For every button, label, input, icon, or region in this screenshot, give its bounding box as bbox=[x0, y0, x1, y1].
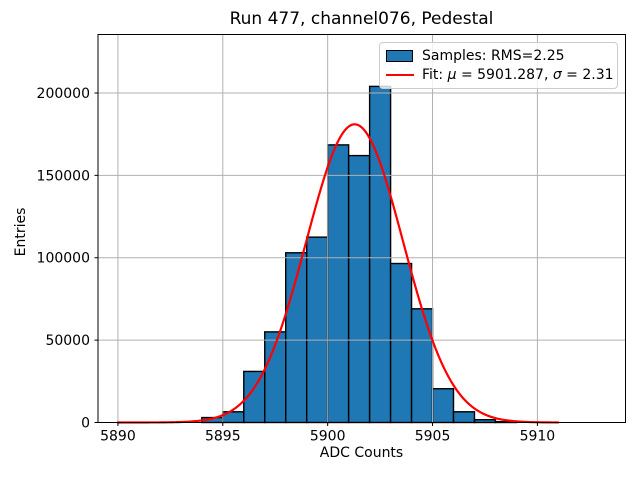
x-axis-label: ADC Counts bbox=[319, 445, 404, 461]
x-tick-label: 5910 bbox=[520, 429, 556, 445]
histogram-bar bbox=[305, 236, 329, 424]
legend-fit-label: Fit: μ = 5901.287, σ = 2.31 bbox=[422, 68, 614, 82]
legend-samples-label: Samples: RMS=2.25 bbox=[422, 48, 565, 65]
y-tick-label: 200000 bbox=[37, 86, 90, 102]
histogram-bar bbox=[431, 388, 455, 424]
x-tick-label: 5890 bbox=[100, 429, 136, 445]
math-symbol: μ bbox=[447, 66, 457, 83]
x-tick-label: 5895 bbox=[205, 429, 241, 445]
plot-frame bbox=[97, 34, 626, 423]
histogram-bar bbox=[410, 308, 434, 424]
fit-line-swatch-icon bbox=[386, 73, 414, 76]
legend-text-fragment: = 2.31 bbox=[561, 66, 614, 83]
chart-title: Run 477, channel076, Pedestal bbox=[229, 9, 494, 29]
fit-curve bbox=[116, 123, 560, 424]
legend-text-fragment: Fit: bbox=[422, 66, 448, 83]
y-axis-label: Entries bbox=[13, 207, 29, 257]
histogram-bar bbox=[452, 411, 476, 424]
histogram-bar bbox=[389, 262, 413, 424]
y-tick-label: 50000 bbox=[45, 333, 90, 349]
x-tick-label: 5900 bbox=[310, 429, 346, 445]
histogram-bar bbox=[326, 144, 350, 424]
legend-box: Samples: RMS=2.25 Fit: μ = 5901.287, σ =… bbox=[379, 42, 618, 89]
histogram-swatch-icon bbox=[386, 50, 413, 63]
histogram-bar bbox=[368, 85, 392, 424]
x-tick-label: 5905 bbox=[415, 429, 451, 445]
legend-entry-samples: Samples: RMS=2.25 bbox=[386, 47, 609, 66]
y-tick-label: 0 bbox=[81, 416, 90, 432]
y-tick-label: 150000 bbox=[37, 168, 90, 184]
histogram-bar bbox=[347, 154, 371, 424]
math-symbol: σ bbox=[552, 66, 562, 83]
legend-entry-fit: Fit: μ = 5901.287, σ = 2.31 bbox=[386, 66, 614, 85]
y-tick-label: 100000 bbox=[37, 251, 90, 267]
legend-text-fragment: = 5901.287, bbox=[456, 66, 553, 83]
